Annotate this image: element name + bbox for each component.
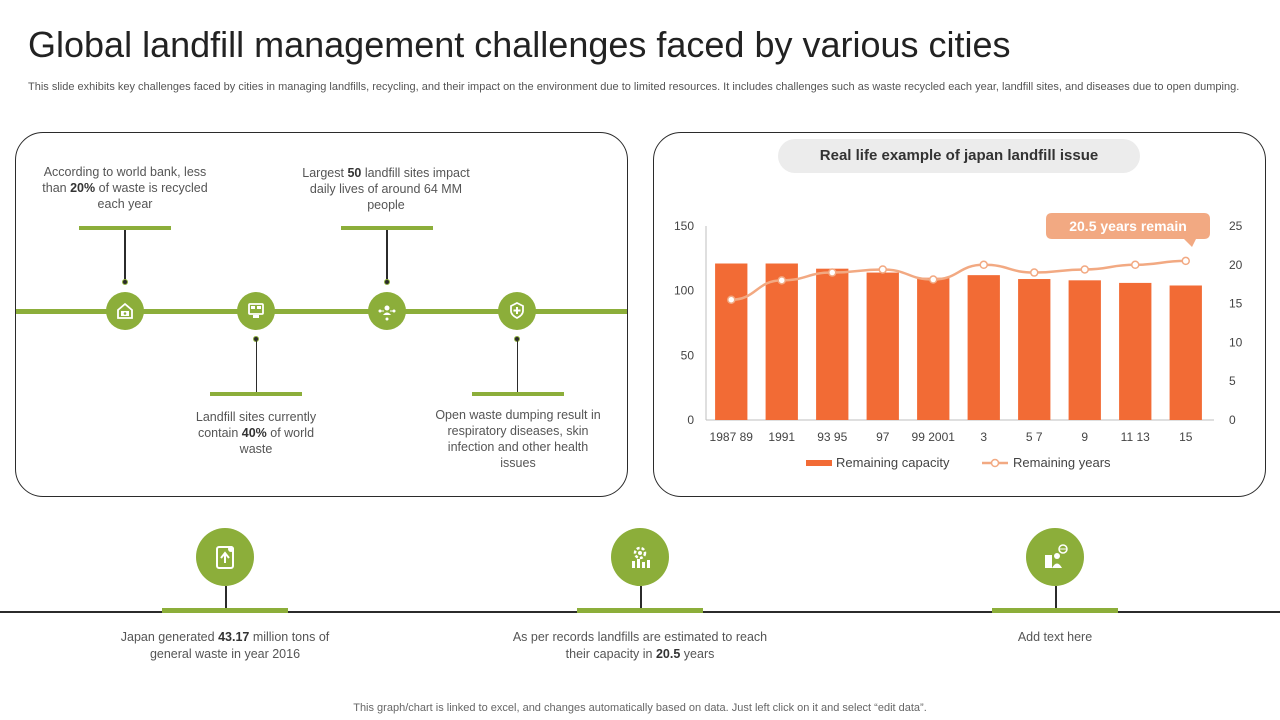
legend-label-remaining-years: Remaining years xyxy=(1013,455,1111,470)
x-tick-label: 11 13 xyxy=(1121,430,1150,444)
legend-swatch-remaining-capacity xyxy=(806,460,832,466)
japan-landfill-chart-panel[interactable]: Real life example of japan landfill issu… xyxy=(653,132,1266,497)
point-remaining-years xyxy=(1131,260,1140,270)
x-tick-label: 9 xyxy=(1081,430,1088,444)
footer-note: This graph/chart is linked to excel, and… xyxy=(353,702,927,714)
y-right-tick-label: 0 xyxy=(1229,413,1236,427)
bar-remaining-capacity xyxy=(715,263,748,420)
city-globe-icon xyxy=(1026,528,1084,586)
bar-remaining-capacity xyxy=(967,275,1000,420)
y-left-tick-label: 50 xyxy=(681,348,695,362)
bottom-text-3[interactable]: Add text here xyxy=(1017,630,1093,644)
x-tick-label: 1987 89 xyxy=(710,430,754,444)
point-remaining-years xyxy=(828,268,837,277)
timeline-stem-2 xyxy=(255,341,257,393)
timeline-text-1: According to world bank, less than 20% o… xyxy=(42,165,208,211)
timeline-dot-1 xyxy=(122,279,128,285)
bar-remaining-capacity xyxy=(816,268,849,420)
point-remaining-years xyxy=(929,275,938,284)
timeline-line xyxy=(16,309,627,314)
bottom-text-1: Japan generated 43.17 million tons of ge… xyxy=(120,630,330,661)
bottom-bar-2 xyxy=(577,608,703,613)
y-left-tick-label: 0 xyxy=(687,413,694,427)
bottom-stem-3 xyxy=(1055,586,1057,612)
x-tick-label: 3 xyxy=(980,430,987,444)
chart-area[interactable]: 0 50 100 150 0 5 10 15 20 25 1987 89 1991 93 95 97 99 … xyxy=(654,133,1264,495)
timeline-bar-4 xyxy=(472,392,564,396)
x-tick-label: 15 xyxy=(1179,430,1193,444)
legend-marker-remaining-years xyxy=(990,458,1000,468)
bottom-text-2: As per records landfills are estimated t… xyxy=(512,630,768,661)
timeline-text-3: Largest 50 landfill sites impact daily l… xyxy=(302,166,470,212)
point-remaining-years xyxy=(1080,265,1089,274)
x-tick-label: 97 xyxy=(876,430,890,444)
point-remaining-years xyxy=(979,260,988,270)
bar-remaining-capacity xyxy=(1018,279,1051,420)
callout-bubble xyxy=(1046,213,1210,247)
timeline-stem-1 xyxy=(124,230,126,282)
y-left-tick-label: 100 xyxy=(674,284,694,298)
point-remaining-years xyxy=(1181,256,1190,266)
bar-remaining-capacity xyxy=(917,277,950,420)
page-title: Global landfill management challenges fa… xyxy=(28,24,1011,65)
legend-label-remaining-capacity: Remaining capacity xyxy=(836,455,950,470)
timeline-text-4: Open waste dumping result in respiratory… xyxy=(435,408,601,470)
x-tick-label: 99 2001 xyxy=(912,430,956,444)
bottom-bar-3 xyxy=(992,608,1118,613)
bar-remaining-capacity xyxy=(866,272,899,420)
callout-text: 20.5 years remain xyxy=(1069,218,1187,234)
bar-remaining-capacity xyxy=(1169,285,1202,420)
y-right-tick-label: 5 xyxy=(1229,374,1236,388)
bottom-stem-2 xyxy=(640,586,642,612)
y-right-tick-label: 15 xyxy=(1229,297,1243,311)
y-left-tick-label: 150 xyxy=(674,219,694,233)
x-tick-label: 1991 xyxy=(768,430,795,444)
point-remaining-years xyxy=(727,295,736,304)
money-house-icon xyxy=(106,292,144,330)
timeline-bar-3 xyxy=(341,226,433,230)
timeline-bar-1 xyxy=(79,226,171,230)
people-network-icon xyxy=(368,292,406,330)
y-right-tick-label: 10 xyxy=(1229,335,1243,349)
bottom-bar-1 xyxy=(162,608,288,613)
timeline-text-2: Landfill sites currently contain 40% of … xyxy=(195,410,317,456)
point-remaining-years xyxy=(1030,268,1039,277)
chart-title: Real life example of japan landfill issu… xyxy=(778,139,1140,173)
point-remaining-years xyxy=(878,265,887,274)
y-right-tick-label: 25 xyxy=(1229,219,1243,233)
line-remaining-years xyxy=(731,259,1186,301)
x-tick-label: 93 95 xyxy=(817,430,847,444)
y-right-tick-label: 20 xyxy=(1229,258,1243,272)
bar-remaining-capacity xyxy=(1068,280,1101,420)
x-tick-label: 5 7 xyxy=(1026,430,1043,444)
timeline-stem-4 xyxy=(516,341,518,393)
timeline-stem-3 xyxy=(386,230,388,282)
point-remaining-years xyxy=(777,276,786,285)
timeline-dot-3 xyxy=(384,279,390,285)
bar-remaining-capacity xyxy=(1119,282,1152,420)
recycle-bin-icon xyxy=(196,528,254,586)
gear-chart-icon xyxy=(611,528,669,586)
page-subtitle: This slide exhibits key challenges faced… xyxy=(28,81,1240,93)
bar-remaining-capacity xyxy=(765,263,798,420)
bottom-stem-1 xyxy=(225,586,227,612)
challenges-timeline-panel: According to world bank, less than 20% o… xyxy=(15,132,628,497)
document-screen-icon xyxy=(237,292,275,330)
healthcare-hand-icon xyxy=(498,292,536,330)
timeline-bar-2 xyxy=(210,392,302,396)
